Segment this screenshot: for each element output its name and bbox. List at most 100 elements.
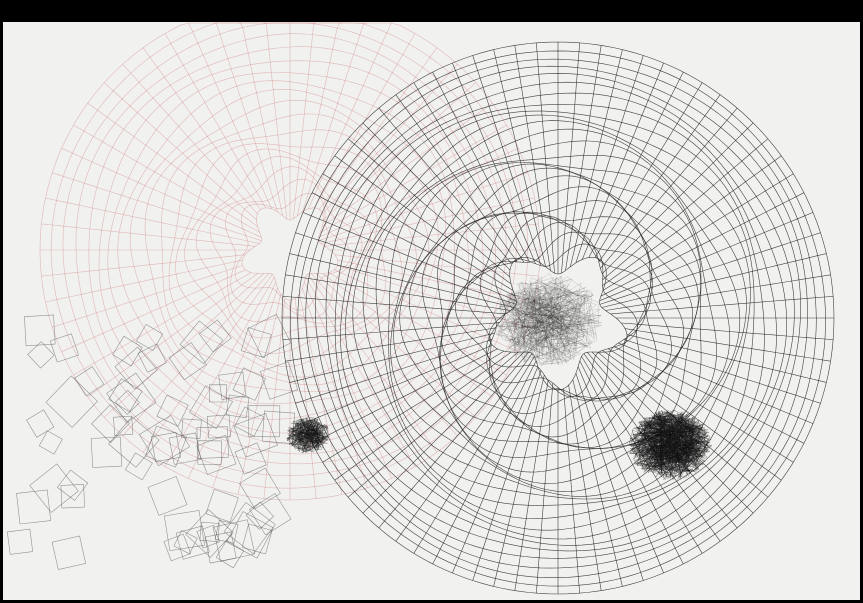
spoke <box>285 274 511 311</box>
spoke <box>302 22 368 213</box>
spoke <box>73 272 252 376</box>
spoke <box>122 273 270 437</box>
spoke <box>602 122 754 274</box>
spoke <box>282 322 500 340</box>
square <box>108 416 160 468</box>
square <box>51 535 87 570</box>
spoke <box>334 351 512 481</box>
square <box>137 343 167 373</box>
square <box>204 531 237 564</box>
spoke <box>605 274 831 311</box>
square <box>239 467 281 509</box>
ring <box>117 80 455 420</box>
spoke <box>238 22 283 216</box>
square <box>223 502 276 555</box>
ring <box>107 72 470 434</box>
spoke <box>293 22 317 219</box>
spoke <box>289 332 495 383</box>
spoke <box>318 172 528 241</box>
square <box>168 342 207 381</box>
spoke <box>263 22 287 219</box>
square <box>241 523 273 555</box>
square <box>90 436 123 468</box>
spoke <box>452 366 539 574</box>
spoke <box>322 63 458 215</box>
spoke <box>413 356 535 554</box>
spoke <box>322 350 505 463</box>
square <box>16 489 52 525</box>
spoke <box>575 55 644 263</box>
spoke <box>164 33 266 209</box>
square <box>249 493 292 536</box>
spoke <box>514 379 549 591</box>
ring <box>98 60 484 445</box>
scribble <box>628 409 713 481</box>
square <box>6 528 33 555</box>
scribbles <box>286 273 713 481</box>
spoke <box>61 269 246 352</box>
square <box>136 323 164 352</box>
square <box>112 335 143 367</box>
square <box>145 425 187 468</box>
square <box>247 313 292 358</box>
ring <box>195 156 378 339</box>
paper <box>3 22 860 600</box>
square <box>163 533 191 562</box>
square <box>113 415 134 436</box>
spoke <box>472 370 542 581</box>
square <box>91 404 130 443</box>
spoke <box>493 375 545 587</box>
spoke <box>601 253 827 308</box>
spoke <box>61 148 262 238</box>
spoke <box>602 173 794 291</box>
square <box>45 375 98 428</box>
spoke <box>45 259 243 303</box>
spoke <box>142 274 273 453</box>
spoke <box>308 22 392 210</box>
spoke <box>602 138 769 281</box>
spoke <box>263 298 286 499</box>
square <box>56 469 89 501</box>
spoke <box>432 71 530 263</box>
spoke <box>314 33 416 209</box>
spoke <box>103 273 265 418</box>
spoke <box>323 82 477 221</box>
spoke <box>52 265 243 328</box>
spoke <box>588 71 684 258</box>
spoke <box>536 42 555 274</box>
spoke <box>395 94 518 263</box>
square <box>240 327 272 358</box>
square <box>29 463 79 513</box>
scribble <box>286 416 330 454</box>
spoke <box>610 296 834 315</box>
spoke <box>347 138 510 278</box>
square <box>150 431 181 463</box>
scattered-squares <box>6 313 299 570</box>
spoke <box>563 388 580 594</box>
spoke <box>164 276 275 467</box>
ring <box>209 166 372 324</box>
spoke <box>315 273 477 418</box>
ring <box>50 22 529 489</box>
spoke <box>334 155 512 285</box>
spoke <box>319 47 438 210</box>
square <box>208 384 227 403</box>
square <box>24 314 56 347</box>
square <box>163 510 205 552</box>
spoke <box>618 342 814 424</box>
square <box>108 378 143 413</box>
ring <box>175 143 403 367</box>
spoke <box>565 45 602 271</box>
spoke <box>600 192 805 297</box>
spoke <box>452 62 536 264</box>
square <box>218 371 247 400</box>
spoke <box>282 296 506 315</box>
square <box>259 361 299 400</box>
square <box>181 418 202 439</box>
square <box>205 489 239 523</box>
square <box>234 442 267 475</box>
square <box>245 501 274 530</box>
spoke <box>302 344 493 424</box>
spoke <box>594 82 703 258</box>
